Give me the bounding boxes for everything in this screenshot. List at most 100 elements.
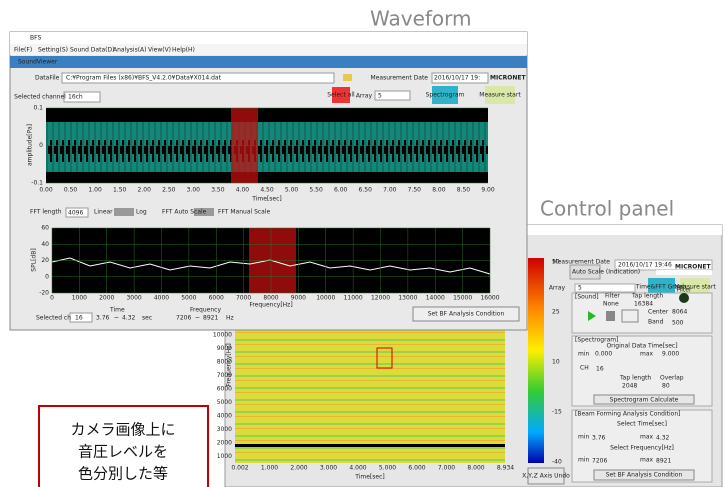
- x-tick-label: 2.50: [162, 187, 176, 194]
- spectrogram-button[interactable]: [432, 86, 458, 104]
- calc-button[interactable]: [593, 394, 695, 405]
- measure-button[interactable]: [485, 86, 515, 104]
- label: FFT Auto Scale: [162, 209, 207, 216]
- note-line: 色分別した等: [78, 465, 168, 483]
- fft-length-dropdown[interactable]: [65, 207, 89, 218]
- x-tick-label: 3.00: [187, 187, 201, 194]
- set-bf-button[interactable]: [412, 306, 520, 322]
- x-tick-label: 7.00: [383, 187, 397, 194]
- label: Hz: [226, 315, 234, 322]
- label: 8921: [656, 458, 671, 465]
- file-field[interactable]: [61, 72, 335, 84]
- waveform-signal: [46, 122, 488, 172]
- label: min: [578, 351, 590, 358]
- button-label: X,Y,Z Axis Undo: [522, 473, 570, 480]
- x-tick-label: 1.50: [113, 187, 127, 194]
- colorbar-tick-label: 50: [552, 259, 560, 266]
- x-tick-label: 8.934: [497, 465, 514, 472]
- brand-area: [656, 270, 712, 275]
- menu-item: Setting(S): [38, 47, 68, 54]
- label: 16ch: [68, 94, 83, 101]
- label: 8921: [203, 315, 218, 322]
- label: 4.32: [656, 435, 670, 442]
- measure-button[interactable]: [680, 278, 710, 296]
- time-fft-button[interactable]: [648, 278, 675, 296]
- date-field: [431, 72, 489, 84]
- label: 80: [662, 383, 670, 390]
- undo-button[interactable]: [527, 467, 565, 485]
- y-tick-label: 20: [41, 257, 49, 264]
- loop-button[interactable]: [621, 309, 639, 323]
- y-tick-label: 1000: [217, 453, 232, 460]
- x-tick-label: 3000: [126, 295, 141, 302]
- label: max: [640, 351, 654, 358]
- label: [Sound]: [575, 294, 599, 301]
- x-tick-label: 8.50: [457, 187, 471, 194]
- button-label: Select all: [327, 92, 355, 99]
- y-tick-label: 60: [41, 225, 49, 232]
- label: 8064: [672, 309, 687, 316]
- x-tick-label: 4.00: [236, 187, 250, 194]
- label: sec: [142, 315, 152, 322]
- label: 3.76: [96, 315, 110, 322]
- x-tick-label: 0: [50, 295, 54, 302]
- label: 2016/10/17 19:46: [618, 262, 672, 269]
- label: Selected channel: [14, 94, 66, 101]
- label: 0.000: [595, 351, 612, 358]
- y-tick-label: 0: [39, 142, 43, 149]
- x-tick-label: 9.00: [481, 187, 495, 194]
- x-tick-label: 2.000: [290, 465, 307, 472]
- ch-field: [69, 312, 93, 323]
- play-button[interactable]: [588, 311, 596, 321]
- label: CH: [580, 365, 589, 372]
- fft-curve: [51, 257, 491, 275]
- x-tick-label: 2.00: [138, 187, 152, 194]
- label: Filter: [677, 287, 692, 294]
- annotation: Waveform: [370, 7, 472, 31]
- label: 16384: [634, 301, 653, 308]
- label: Center: [648, 309, 669, 316]
- label: 4.32: [122, 315, 136, 322]
- auto-scale-dropdown[interactable]: [569, 264, 601, 280]
- colorbar-tick-label: -15: [552, 409, 562, 416]
- label: Tap length: [631, 293, 663, 300]
- label: 500: [672, 320, 684, 327]
- label: 7206: [176, 315, 191, 322]
- label: Measurement Date: [553, 259, 611, 266]
- x-tick-label: 7000: [236, 295, 251, 302]
- x-tick-label: 6000: [209, 295, 224, 302]
- channel-dropdown[interactable]: [63, 91, 101, 103]
- title-bar: [10, 32, 527, 44]
- y-tick-label: 2000: [217, 440, 232, 447]
- app-header: [10, 56, 527, 68]
- x-tick-label: 6.000: [408, 465, 425, 472]
- axis-label: Time[sec]: [251, 196, 281, 203]
- x-tick-label: 0.50: [64, 187, 78, 194]
- array-field: [574, 283, 636, 293]
- colorbar-tick-label: 10: [552, 359, 560, 366]
- select-all-button[interactable]: [332, 87, 350, 103]
- x-tick-label: 14000: [426, 295, 445, 302]
- folder-icon[interactable]: [343, 74, 352, 81]
- fft-scale-toggle[interactable]: [194, 208, 214, 216]
- y-tick-label: 0: [45, 273, 49, 280]
- scale-toggle[interactable]: [114, 208, 134, 216]
- menu-item: Analysis(A): [113, 47, 147, 54]
- stop-button[interactable]: [606, 311, 615, 321]
- note-line: 音圧レベルを: [78, 443, 168, 461]
- x-tick-label: 6.00: [334, 187, 348, 194]
- y-tick-label: 3000: [217, 426, 232, 433]
- x-tick-label: 1.00: [88, 187, 102, 194]
- axis-label: Frequency[Hz]: [226, 343, 233, 386]
- y-tick-label: -20: [39, 290, 49, 297]
- button-label: Set BF Analysis Condition: [428, 311, 505, 318]
- button-label: Measure start: [479, 92, 521, 99]
- label: Select Frequency[Hz]: [610, 445, 674, 452]
- set-bf-button[interactable]: [593, 469, 695, 481]
- app-title: SoundViewer: [18, 59, 58, 66]
- y-tick-label: 0.1: [33, 105, 43, 112]
- menu-item: File(F): [14, 47, 32, 54]
- button-label: Measure start: [674, 284, 716, 291]
- label: FFT length: [30, 209, 62, 216]
- x-tick-label: 2000: [99, 295, 114, 302]
